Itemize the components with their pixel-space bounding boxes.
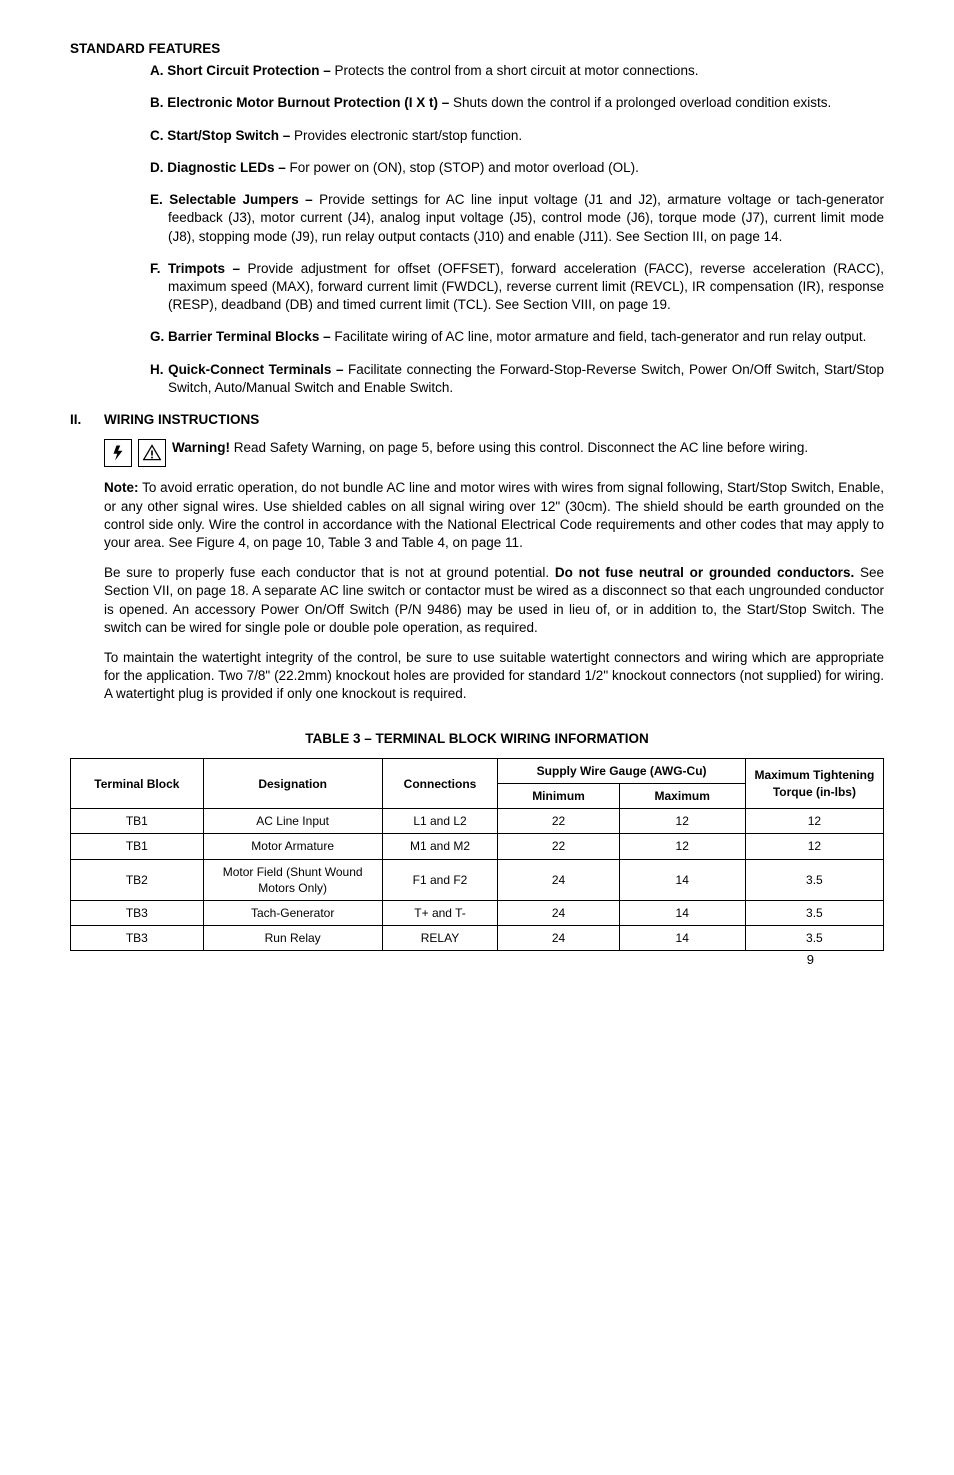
cell-max: 14: [619, 859, 745, 900]
cell-block: TB1: [71, 809, 204, 834]
table-row: TB2 Motor Field (Shunt Wound Motors Only…: [71, 859, 884, 900]
cell-desig: Tach-Generator: [203, 901, 382, 926]
th-supply-gauge: Supply Wire Gauge (AWG-Cu): [498, 758, 745, 783]
note-body: To avoid erratic operation, do not bundl…: [104, 480, 884, 550]
feature-letter: D.: [150, 160, 164, 175]
feature-title: Selectable Jumpers –: [169, 192, 312, 207]
fuse-paragraph: Be sure to properly fuse each conductor …: [104, 564, 884, 637]
feature-title: Diagnostic LEDs –: [167, 160, 286, 175]
table-header-row1: Terminal Block Designation Connections S…: [71, 758, 884, 783]
feature-body: Provides electronic start/stop function.: [290, 128, 522, 143]
feature-letter: F.: [150, 261, 161, 276]
cell-max: 14: [619, 901, 745, 926]
cell-conn: M1 and M2: [382, 834, 498, 859]
feature-letter: G.: [150, 329, 164, 344]
feature-item: D. Diagnostic LEDs – For power on (ON), …: [150, 159, 884, 177]
cell-tight: 3.5: [745, 901, 883, 926]
feature-letter: A.: [150, 63, 164, 78]
feature-title: Trimpots –: [168, 261, 240, 276]
cell-min: 24: [498, 859, 619, 900]
cell-min: 22: [498, 834, 619, 859]
feature-item: G. Barrier Terminal Blocks – Facilitate …: [150, 328, 884, 346]
cell-block: TB3: [71, 926, 204, 951]
section-roman: II.: [70, 411, 104, 429]
standard-features-heading: STANDARD FEATURES: [70, 40, 884, 58]
page-number: 9: [807, 951, 814, 969]
th-minimum: Minimum: [498, 784, 619, 809]
th-connections: Connections: [382, 758, 498, 808]
feature-item: A. Short Circuit Protection – Protects t…: [150, 62, 884, 80]
feature-list: A. Short Circuit Protection – Protects t…: [70, 62, 884, 397]
feature-letter: H.: [150, 362, 164, 377]
cell-tight: 12: [745, 809, 883, 834]
cell-tight: 3.5: [745, 859, 883, 900]
cell-conn: L1 and L2: [382, 809, 498, 834]
warning-body: Read Safety Warning, on page 5, before u…: [230, 440, 808, 455]
table-body: TB1 AC Line Input L1 and L2 22 12 12 TB1…: [71, 809, 884, 951]
warning-row: Warning! Read Safety Warning, on page 5,…: [104, 439, 884, 467]
th-designation: Designation: [203, 758, 382, 808]
note-label: Note:: [104, 480, 139, 495]
terminal-block-table: Terminal Block Designation Connections S…: [70, 758, 884, 952]
table-row: TB3 Run Relay RELAY 24 14 3.5: [71, 926, 884, 951]
note-paragraph: Note: To avoid erratic operation, do not…: [104, 479, 884, 552]
feature-item: C. Start/Stop Switch – Provides electron…: [150, 127, 884, 145]
feature-body: Provide adjustment for offset (OFFSET), …: [168, 261, 884, 312]
warning-triangle-icon: [138, 439, 166, 467]
cell-tight: 12: [745, 834, 883, 859]
cell-conn: T+ and T-: [382, 901, 498, 926]
para2b: Do not fuse neutral or grounded conducto…: [555, 565, 854, 580]
feature-title: Electronic Motor Burnout Protection (I X…: [167, 95, 449, 110]
table-row: TB3 Tach-Generator T+ and T- 24 14 3.5: [71, 901, 884, 926]
feature-title: Barrier Terminal Blocks –: [168, 329, 331, 344]
cell-max: 14: [619, 926, 745, 951]
cell-min: 24: [498, 926, 619, 951]
cell-tight: 3.5: [745, 926, 883, 951]
cell-desig: AC Line Input: [203, 809, 382, 834]
wiring-heading-row: II. WIRING INSTRUCTIONS: [70, 411, 884, 429]
cell-block: TB3: [71, 901, 204, 926]
table-caption: TABLE 3 – TERMINAL BLOCK WIRING INFORMAT…: [70, 730, 884, 748]
feature-item: F. Trimpots – Provide adjustment for off…: [150, 260, 884, 315]
cell-block: TB1: [71, 834, 204, 859]
feature-body: Protects the control from a short circui…: [331, 63, 699, 78]
para2a: Be sure to properly fuse each conductor …: [104, 565, 555, 580]
feature-letter: E.: [150, 192, 163, 207]
feature-item: B. Electronic Motor Burnout Protection (…: [150, 94, 884, 112]
cell-min: 24: [498, 901, 619, 926]
cell-desig: Motor Field (Shunt Wound Motors Only): [203, 859, 382, 900]
feature-body: Shuts down the control if a prolonged ov…: [449, 95, 831, 110]
cell-min: 22: [498, 809, 619, 834]
feature-letter: C.: [150, 128, 164, 143]
feature-letter: B.: [150, 95, 164, 110]
feature-body: Facilitate wiring of AC line, motor arma…: [331, 329, 867, 344]
feature-item: E. Selectable Jumpers – Provide settings…: [150, 191, 884, 246]
cell-block: TB2: [71, 859, 204, 900]
cell-max: 12: [619, 809, 745, 834]
feature-body: For power on (ON), stop (STOP) and motor…: [286, 160, 639, 175]
feature-title: Start/Stop Switch –: [167, 128, 290, 143]
watertight-paragraph: To maintain the watertight integrity of …: [104, 649, 884, 704]
shock-hazard-icon: [104, 439, 132, 467]
cell-conn: F1 and F2: [382, 859, 498, 900]
cell-max: 12: [619, 834, 745, 859]
feature-item: H. Quick-Connect Terminals – Facilitate …: [150, 361, 884, 397]
cell-desig: Run Relay: [203, 926, 382, 951]
warning-text: Warning! Read Safety Warning, on page 5,…: [172, 439, 808, 457]
th-terminal-block: Terminal Block: [71, 758, 204, 808]
feature-title: Quick-Connect Terminals –: [168, 362, 343, 377]
table-row: TB1 Motor Armature M1 and M2 22 12 12: [71, 834, 884, 859]
cell-conn: RELAY: [382, 926, 498, 951]
cell-desig: Motor Armature: [203, 834, 382, 859]
table-row: TB1 AC Line Input L1 and L2 22 12 12: [71, 809, 884, 834]
feature-title: Short Circuit Protection –: [167, 63, 331, 78]
th-tightening: Maximum Tightening Torque (in-lbs): [745, 758, 883, 808]
wiring-title: WIRING INSTRUCTIONS: [104, 411, 259, 429]
warning-label: Warning!: [172, 440, 230, 455]
th-maximum: Maximum: [619, 784, 745, 809]
